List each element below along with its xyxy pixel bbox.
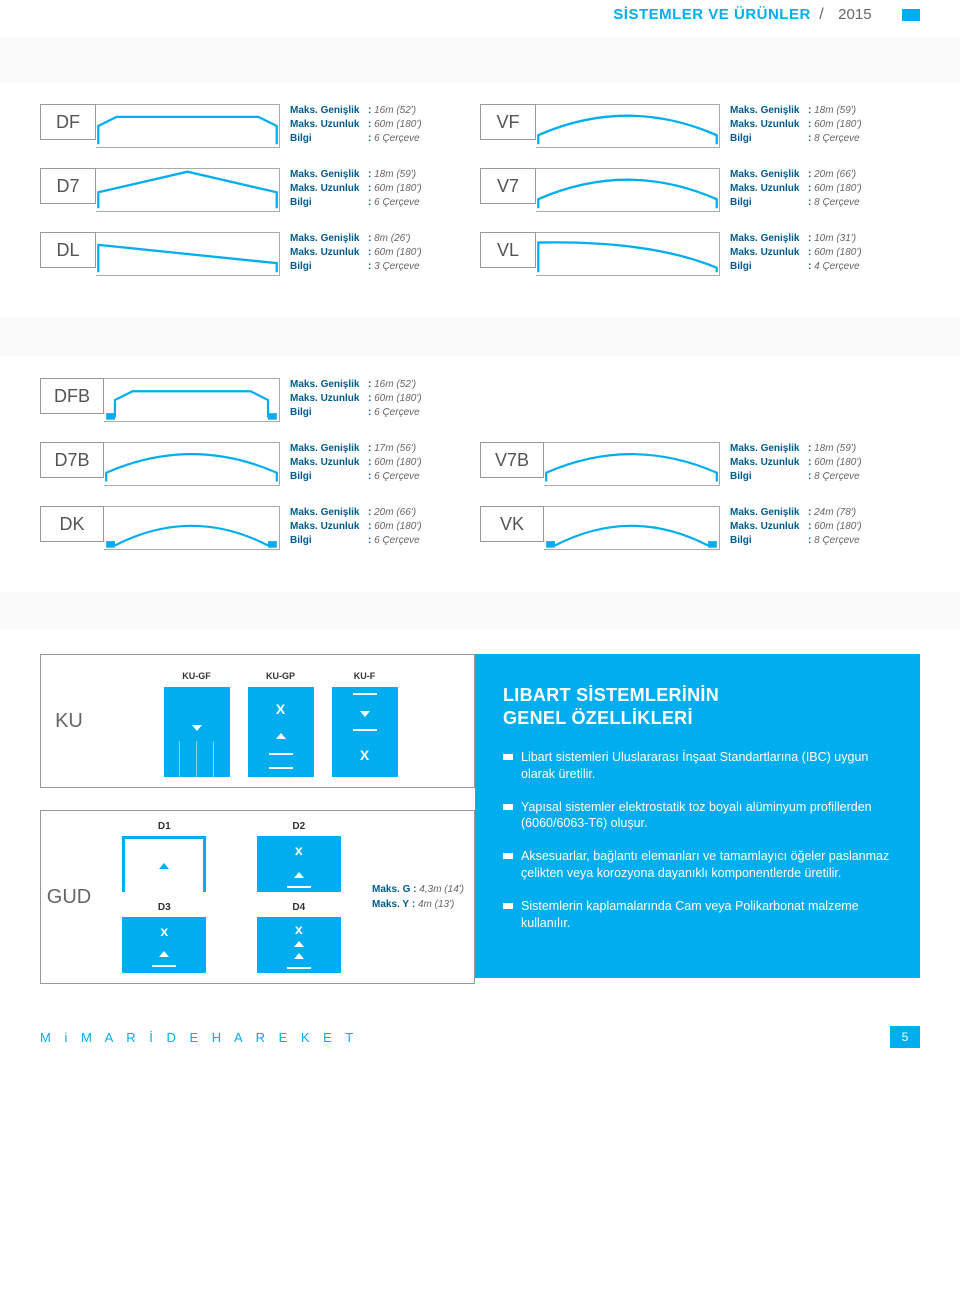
ku-shape-gf	[164, 687, 230, 777]
product-specs: Maks. Genişlik: 16m (52')Maks. Uzunluk: …	[290, 104, 480, 146]
page-header: SİSTEMLER VE ÜRÜNLER / 2015	[0, 0, 960, 38]
product-diagram	[536, 232, 720, 276]
product-specs: Maks. Genişlik: 18m (59')Maks. Uzunluk: …	[730, 442, 920, 484]
gud-shape: x	[257, 917, 341, 973]
product-code: DL	[40, 232, 96, 268]
product-code: DK	[40, 506, 104, 542]
gud-label: D2	[292, 821, 305, 832]
product-specs: Maks. Genişlik: 20m (66')Maks. Uzunluk: …	[730, 168, 920, 210]
gud-label: D1	[158, 821, 171, 832]
ku-thumbs: KU-GF KU-GP	[97, 665, 464, 777]
spec-key: Maks. Y	[372, 899, 409, 910]
product-specs: Maks. Genişlik: 18m (59')Maks. Uzunluk: …	[290, 168, 480, 210]
spec-val: 4m (13')	[418, 899, 454, 910]
page-footer: M i M A R İ D E H A R E K E T 5	[0, 1008, 960, 1062]
product-specs: Maks. Genişlik: 24m (78')Maks. Uzunluk: …	[730, 506, 920, 548]
product-code: D7B	[40, 442, 104, 478]
product-row: DK Maks. Genişlik: 20m (66')Maks. Uzunluk…	[40, 506, 920, 550]
gud-card: GUD D1 D2 x	[40, 810, 475, 984]
features-list: Libart sistemleri Uluslararası İnşaat St…	[503, 749, 892, 932]
gud-spec: Maks. G : 4,3m (14') Maks. Y : 4m (13')	[372, 882, 464, 912]
spec-val: 4,3m (14')	[419, 884, 464, 895]
product-code: DF	[40, 104, 96, 140]
band-spacer-2	[0, 318, 960, 356]
product-row: DFB Maks. Genişlik: 16m (52')Maks. Uzunlu…	[40, 378, 920, 422]
product-specs: Maks. Genişlik: 17m (56')Maks. Uzunluk: …	[290, 442, 480, 484]
ku-card: KU KU-GF	[40, 654, 475, 788]
header-slash: /	[819, 6, 823, 23]
product-diagram	[96, 104, 280, 148]
header-title: SİSTEMLER VE ÜRÜNLER	[613, 6, 811, 23]
ku-thumb-gf: KU-GF	[164, 671, 230, 777]
features-title-2: GENEL ÖZELLİKLERİ	[503, 708, 693, 728]
features-panel: LIBART SİSTEMLERİNİN GENEL ÖZELLİKLERİ L…	[475, 654, 920, 978]
feature-item: Libart sistemleri Uluslararası İnşaat St…	[503, 749, 892, 783]
gud-shape	[122, 836, 206, 892]
ku-shape-gp: X	[248, 687, 314, 777]
product-code: VF	[480, 104, 536, 140]
ku-shape-f: X	[332, 687, 398, 777]
product-diagram	[104, 506, 280, 550]
product-row: D7 Maks. Genişlik: 18m (59')Maks. Uzunluk…	[40, 168, 920, 212]
spec-key: Maks. G	[372, 884, 410, 895]
ku-thumb-label: KU-F	[354, 671, 376, 681]
product-specs: Maks. Genişlik: 10m (31')Maks. Uzunluk: …	[730, 232, 920, 274]
gud-label: D4	[292, 902, 305, 913]
product-specs: Maks. Genişlik: 8m (26')Maks. Uzunluk: 6…	[290, 232, 480, 274]
product-specs: Maks. Genişlik: 20m (66')Maks. Uzunluk: …	[290, 506, 480, 548]
features-title-1: LIBART SİSTEMLERİNİN	[503, 685, 719, 705]
features-title: LIBART SİSTEMLERİNİN GENEL ÖZELLİKLERİ	[503, 684, 892, 731]
product-row: DF Maks. Genişlik: 16m (52')Maks. Uzunluk…	[40, 104, 920, 148]
product-code: V7B	[480, 442, 544, 478]
footer-brand: M i M A R İ D E H A R E K E T	[40, 1030, 358, 1045]
gud-code: GUD	[41, 886, 97, 909]
gud-cell-d2: D2 x	[240, 821, 359, 892]
ku-gud-column: KU KU-GF	[40, 654, 475, 984]
ku-thumb-gp: KU-GP X	[248, 671, 314, 777]
product-code: DFB	[40, 378, 104, 414]
product-row: D7B Maks. Genişlik: 17m (56')Maks. Uzunlu…	[40, 442, 920, 486]
footer-page-number: 5	[890, 1026, 920, 1048]
feature-item: Yapısal sistemler elektrostatik toz boya…	[503, 799, 892, 833]
product-code: D7	[40, 168, 96, 204]
product-grid-1: DF Maks. Genişlik: 16m (52')Maks. Uzunluk…	[0, 82, 960, 318]
product-code: VL	[480, 232, 536, 268]
gud-cell-d1: D1	[105, 821, 224, 892]
product-code: VK	[480, 506, 544, 542]
feature-item: Sistemlerin kaplamalarında Cam veya Poli…	[503, 898, 892, 932]
product-code: V7	[480, 168, 536, 204]
feature-item: Aksesuarlar, bağlantı elemanları ve tama…	[503, 848, 892, 882]
ku-thumb-label: KU-GF	[182, 671, 211, 681]
band-spacer	[0, 38, 960, 82]
ku-code: KU	[41, 710, 97, 733]
product-row: DL Maks. Genişlik: 8m (26')Maks. Uzunluk:…	[40, 232, 920, 276]
gud-thumbs: D1 D2 x D3	[97, 821, 366, 973]
product-specs: Maks. Genişlik: 16m (52')Maks. Uzunluk: …	[290, 378, 480, 420]
ku-thumb-f: KU-F X	[332, 671, 398, 777]
product-diagram	[544, 442, 720, 486]
header-accent-mark	[902, 9, 920, 21]
product-diagram	[104, 442, 280, 486]
header-year: 2015	[838, 6, 871, 23]
product-diagram	[544, 506, 720, 550]
product-diagram	[536, 104, 720, 148]
gud-shape: x	[257, 836, 341, 892]
product-specs: Maks. Genişlik: 18m (59')Maks. Uzunluk: …	[730, 104, 920, 146]
ku-thumb-label: KU-GP	[266, 671, 295, 681]
band-spacer-3	[0, 592, 960, 630]
product-diagram	[104, 378, 280, 422]
product-diagram	[96, 232, 280, 276]
gud-cell-d4: D4 x	[240, 902, 359, 973]
product-diagram	[536, 168, 720, 212]
gud-shape: x	[122, 917, 206, 973]
gud-cell-d3: D3 x	[105, 902, 224, 973]
gud-label: D3	[158, 902, 171, 913]
product-diagram	[96, 168, 280, 212]
product-grid-2: DFB Maks. Genişlik: 16m (52')Maks. Uzunlu…	[0, 356, 960, 592]
